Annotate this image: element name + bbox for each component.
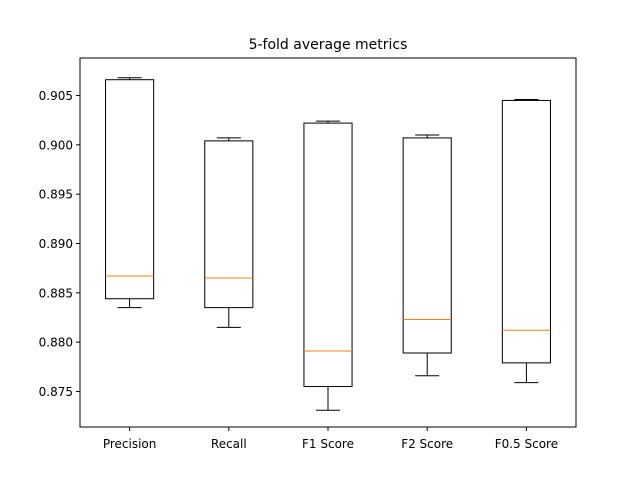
x-tick-label: F2 Score [401, 437, 453, 451]
x-tick-label: Recall [211, 437, 247, 451]
box [204, 140, 254, 309]
y-tick-label: 0.895 [39, 188, 73, 202]
plot-area: 0.875 0.880 0.885 0.890 0.895 0.900 0.905 Preci… [39, 77, 558, 451]
x-tick-label: F0.5 Score [495, 437, 558, 451]
chart-title: 5-fold average metrics [249, 37, 408, 53]
y-tick-label: 0.890 [39, 237, 73, 251]
y-tick-label: 0.900 [39, 138, 73, 152]
box [402, 137, 452, 354]
x-tick-label: F1 Score [302, 437, 354, 451]
y-tick-label: 0.880 [39, 336, 73, 350]
y-tick-label: 0.905 [39, 89, 73, 103]
box [105, 79, 155, 300]
box [501, 99, 551, 364]
box [303, 122, 353, 388]
x-tick-label: Precision [103, 437, 157, 451]
y-tick-label: 0.875 [39, 385, 73, 399]
axes-frame [79, 57, 577, 428]
y-tick-label: 0.885 [39, 286, 73, 300]
